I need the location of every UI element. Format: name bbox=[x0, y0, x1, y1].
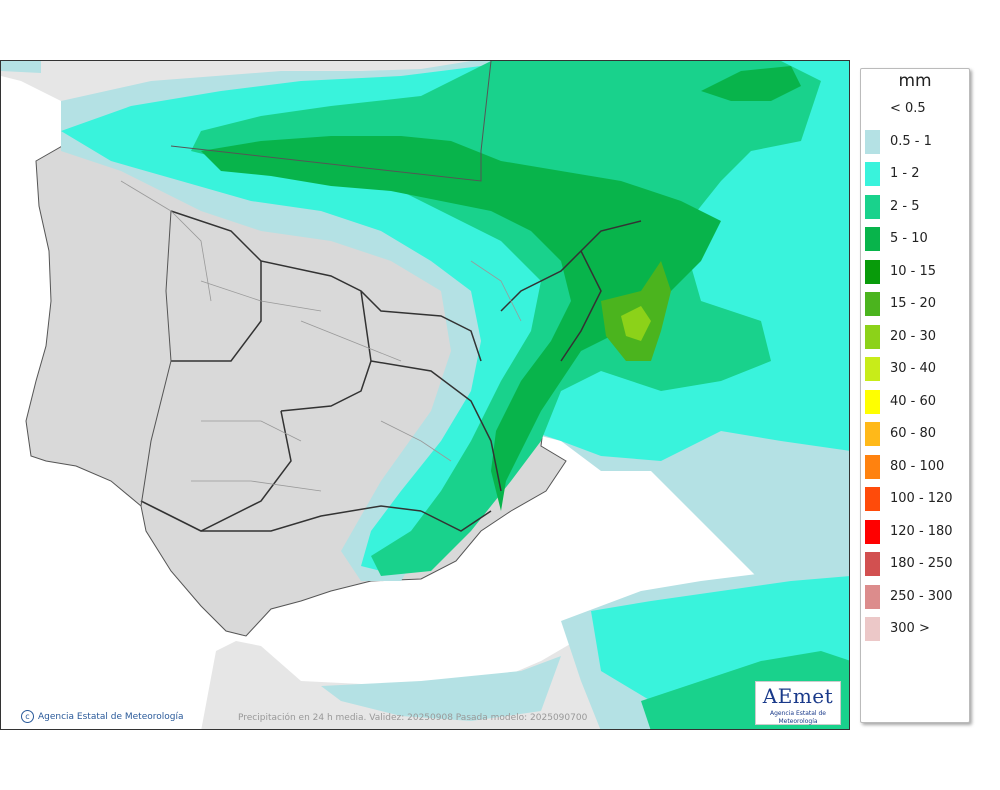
legend-row: 2 - 5 bbox=[861, 191, 969, 223]
legend-swatch bbox=[865, 389, 880, 414]
precip-20-to-30 bbox=[621, 306, 651, 341]
legend-label: 40 - 60 bbox=[890, 393, 937, 409]
legend-row: 80 - 100 bbox=[861, 451, 969, 483]
map-canvas bbox=[1, 61, 849, 729]
legend-row: 180 - 250 bbox=[861, 548, 969, 580]
legend-swatch bbox=[865, 162, 880, 186]
legend-row: 30 - 40 bbox=[861, 353, 969, 385]
legend-row: 250 - 300 bbox=[861, 581, 969, 613]
province-borders bbox=[120, 180, 522, 492]
legend-swatch bbox=[865, 584, 880, 609]
legend-row: 1 - 2 bbox=[861, 158, 969, 190]
logo-word: AEmet bbox=[762, 684, 834, 708]
legend-swatch bbox=[865, 97, 880, 121]
legend-label: 2 - 5 bbox=[890, 198, 920, 214]
legend-label: 250 - 300 bbox=[890, 588, 953, 604]
legend-swatch bbox=[865, 194, 880, 219]
legend-swatch bbox=[865, 129, 880, 154]
region-borders bbox=[140, 210, 642, 532]
legend-swatch bbox=[865, 357, 880, 381]
legend-swatch bbox=[865, 422, 880, 446]
legend-row: 20 - 30 bbox=[861, 321, 969, 353]
legend-row: 120 - 180 bbox=[861, 516, 969, 548]
legend-unit: mm bbox=[898, 71, 932, 91]
map-caption: Precipitación en 24 h media. Validez: 20… bbox=[238, 713, 588, 723]
legend-swatch bbox=[865, 292, 880, 316]
precipitation-legend: mm < 0.5 0.5 - 1 1 - 2 2 - 5 5 - 10 10 - 15 15… bbox=[860, 68, 970, 723]
legend-label: 120 - 180 bbox=[890, 523, 953, 539]
legend-label: 180 - 250 bbox=[890, 556, 953, 571]
legend-label: 20 - 30 bbox=[890, 328, 937, 344]
legend-row: 300 > bbox=[861, 613, 969, 645]
precip-5-to-10 bbox=[201, 66, 801, 511]
legend-row: 5 - 10 bbox=[861, 223, 969, 255]
copyright-icon: c bbox=[21, 710, 34, 723]
legend-row: 0.5 - 1 bbox=[861, 126, 969, 158]
agency-credit: c Agencia Estatal de Meteorología bbox=[21, 710, 184, 723]
logo-subtitle: Agencia Estatal de Meteorología bbox=[769, 710, 826, 725]
legend-swatch bbox=[865, 617, 880, 641]
legend-swatch bbox=[865, 227, 880, 251]
legend-label: 100 - 120 bbox=[890, 491, 953, 506]
agency-credit-text: Agencia Estatal de Meteorología bbox=[38, 711, 184, 722]
legend-swatch bbox=[865, 454, 880, 479]
legend-row: 40 - 60 bbox=[861, 386, 969, 418]
legend-row: 60 - 80 bbox=[861, 418, 969, 450]
legend-label: < 0.5 bbox=[890, 101, 926, 116]
legend-swatch bbox=[865, 487, 880, 511]
legend-row: 15 - 20 bbox=[861, 288, 969, 320]
aemet-logo: AEmet Agencia Estatal de Meteorología bbox=[755, 681, 841, 725]
legend-label: 80 - 100 bbox=[890, 458, 945, 474]
legend-label: 0.5 - 1 bbox=[890, 133, 932, 149]
legend-label: 5 - 10 bbox=[890, 231, 928, 246]
legend-label: 30 - 40 bbox=[890, 361, 937, 376]
legend-row: 100 - 120 bbox=[861, 483, 969, 515]
legend-swatch bbox=[865, 259, 880, 284]
legend-label: 10 - 15 bbox=[890, 263, 937, 279]
legend-swatch bbox=[865, 324, 880, 349]
precipitation-map: c Agencia Estatal de Meteorología Precip… bbox=[0, 60, 850, 730]
legend-row: 10 - 15 bbox=[861, 256, 969, 288]
legend-label: 1 - 2 bbox=[890, 166, 920, 181]
legend-row: < 0.5 bbox=[861, 93, 969, 125]
legend-label: 300 > bbox=[890, 621, 930, 636]
country-borders bbox=[140, 61, 492, 507]
legend-label: 60 - 80 bbox=[890, 426, 937, 441]
legend-label: 15 - 20 bbox=[890, 296, 937, 311]
legend-swatch bbox=[865, 552, 880, 576]
legend-swatch bbox=[865, 519, 880, 544]
